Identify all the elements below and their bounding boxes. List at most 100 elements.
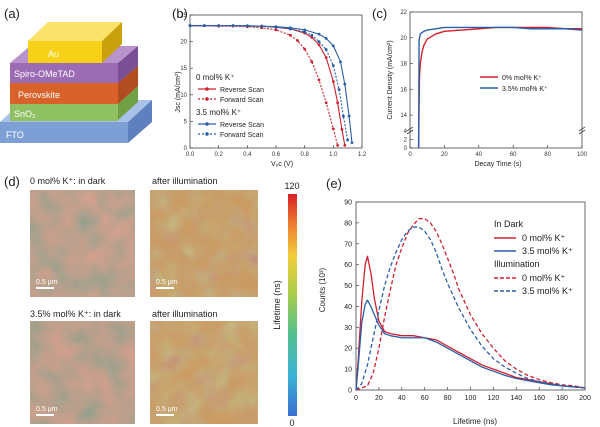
c-y-tick-label: 18 (400, 62, 407, 68)
b-series-point (303, 30, 307, 34)
e-y-tick-label: 50 (344, 283, 352, 290)
b-series-point (324, 48, 328, 51)
b-legend-series-2: Reverse Scan (220, 122, 264, 129)
colorbar-min: 0 (289, 418, 294, 427)
map-title-2: 3.5% mol% K⁺: in dark (30, 309, 121, 319)
b-x-tick-label: 1.0 (329, 152, 338, 158)
c-x-axis-label: Decay Time (s) (474, 161, 521, 168)
b-series-point (350, 141, 354, 145)
c-x-tick-label: 0 (408, 152, 412, 158)
c-axis-break (406, 126, 414, 132)
b-series-point (343, 82, 347, 86)
b-x-tick-label: 0.8 (300, 152, 309, 158)
b-series-point (288, 33, 292, 37)
layer-label-fto: FTO (6, 130, 24, 140)
layer-label-sno2: SnO₂ (14, 109, 36, 119)
map-dark-3p5mol (30, 321, 135, 424)
c-y-tick-label: 2 (404, 138, 408, 144)
e-y-tick-label: 20 (344, 346, 352, 353)
panel-c-decay-chart: (c) 0 20 40 60 80 100 14 16 18 20 22 0 2 4 Current De… (372, 6, 588, 168)
map-title-1: after illumination (152, 176, 218, 186)
c-y-axis-label: Current Density (mA/cm²) (387, 40, 394, 119)
c-axis-break (578, 126, 586, 132)
layer-label-spiro: Spiro-OMeTAD (14, 69, 75, 79)
b-series-point (339, 60, 342, 64)
b-y-axis-label: Jsc (mA/cm²) (175, 71, 182, 112)
b-x-tick-label: 0.6 (272, 152, 281, 158)
c-legend: 0% mol% K⁺ 3.5% mol% K⁺ (480, 75, 548, 93)
b-series-point (245, 24, 249, 28)
b-series-point (331, 44, 335, 48)
b-series-point (317, 40, 321, 43)
b-series-line-0 (190, 25, 346, 146)
c-series-line-0 (417, 26, 582, 149)
panel-label-b: (b) (172, 6, 188, 21)
e-x-tick-label: 20 (375, 395, 383, 402)
scalebar-label-3: 0.5 μm (156, 406, 178, 413)
e-x-tick-label: 0 (354, 395, 358, 402)
c-plot-frame (409, 11, 583, 149)
b-y-tick-label: 25 (180, 13, 187, 19)
b-y-tick-label: 5 (184, 119, 188, 125)
e-series-line-0 (355, 255, 586, 391)
c-legend-series-0: 0% mol% K⁺ (502, 75, 542, 82)
layer-label-au: Au (48, 49, 59, 59)
panel-a-device-stack: (a) Au Spiro-OMeTAD Perovskite SnO₂ FTO (0, 6, 152, 143)
e-y-tick-label: 60 (344, 262, 352, 269)
b-series-point (310, 33, 314, 37)
c-x-tick-label: 20 (441, 152, 448, 158)
e-x-tick-label: 200 (579, 395, 591, 402)
map-title-3: after illumination (152, 309, 218, 319)
layer-au (28, 22, 122, 63)
e-legend-group-0: In Dark (494, 219, 524, 229)
b-series-point (310, 60, 314, 64)
e-legend-group-1: Illumination (494, 259, 540, 269)
c-axis-break (578, 129, 586, 135)
b-series-line-3 (190, 25, 349, 141)
b-series-point (336, 143, 340, 147)
b-legend-series-0: Reverse Scan (220, 87, 264, 94)
b-y-tick-label: 15 (180, 66, 187, 72)
b-y-tick-label: 0 (184, 146, 188, 152)
b-series-point (347, 114, 351, 118)
scalebar-label-1: 0.5 μm (156, 279, 178, 286)
e-x-tick-label: 140 (510, 395, 522, 402)
e-x-tick-label: 100 (465, 395, 477, 402)
e-x-tick-label: 120 (488, 395, 500, 402)
e-legend-series-1: 3.5 mol% K⁺ (522, 246, 573, 256)
b-x-tick-label: 0.2 (214, 152, 223, 158)
b-y-tick-label: 10 (180, 93, 187, 99)
map-dark-0mol (30, 190, 135, 297)
b-series-point (296, 39, 299, 42)
b-series-point (331, 64, 335, 67)
b-legend-group-0: 0 mol% K⁺ (196, 73, 234, 82)
b-series-point (317, 32, 321, 36)
panel-label-e: (e) (326, 176, 342, 191)
b-series-point (217, 24, 221, 28)
b-series-point (346, 138, 350, 142)
c-x-tick-label: 60 (510, 152, 517, 158)
c-y-tick-label: 4 (404, 129, 408, 135)
colorbar (288, 194, 297, 416)
b-series-point (341, 114, 345, 118)
b-series-point (317, 43, 321, 47)
b-series-point (231, 24, 235, 28)
c-y-tick-label: 16 (400, 87, 407, 93)
b-series-point (317, 78, 321, 82)
b-series-point (324, 37, 328, 40)
b-legend: 0 mol% K⁺ Reverse Scan Forward Scan 3.5 … (196, 73, 264, 139)
b-series-point (336, 101, 340, 105)
b-series-point (331, 127, 335, 131)
e-x-tick-label: 180 (556, 395, 568, 402)
map-title-0: 0 mol% K⁺: in dark (30, 176, 106, 186)
panel-label-c: (c) (372, 6, 387, 21)
c-series-line-1 (417, 26, 583, 149)
e-series-line-1 (355, 299, 586, 391)
scalebar-label-2: 0.5 μm (36, 406, 58, 413)
e-x-tick-label: 80 (444, 395, 452, 402)
c-x-tick-label: 40 (475, 152, 482, 158)
e-y-tick-label: 0 (348, 388, 352, 395)
e-y-tick-label: 40 (344, 304, 352, 311)
b-series-point (188, 24, 192, 28)
colorbar-label: Lifetime (ns) (272, 280, 282, 330)
